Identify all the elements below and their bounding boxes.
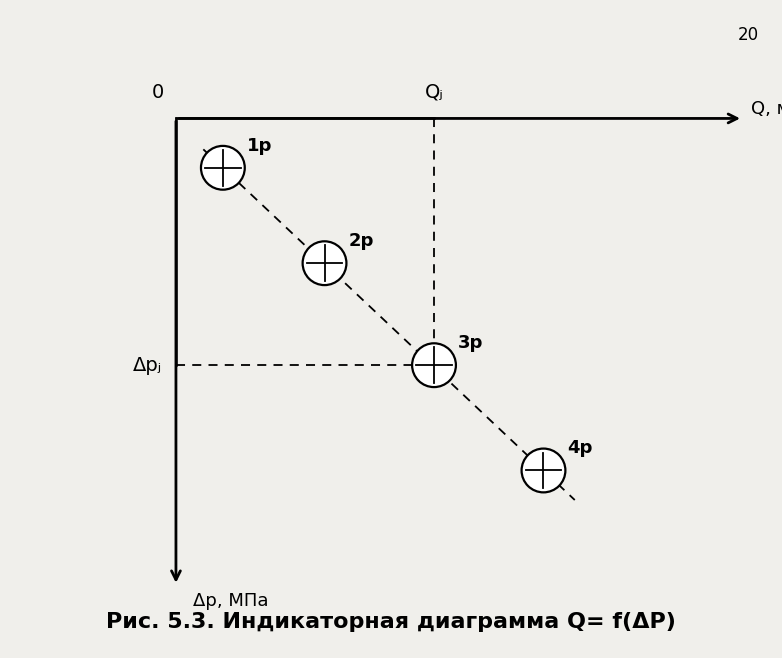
Ellipse shape — [201, 146, 245, 190]
Text: Δр, МПа: Δр, МПа — [193, 592, 269, 610]
Text: Δpⱼ: Δpⱼ — [133, 356, 162, 374]
Text: 0: 0 — [152, 83, 164, 102]
Text: Q, м³/с: Q, м³/с — [751, 99, 782, 118]
Ellipse shape — [303, 241, 346, 285]
Text: 2р: 2р — [349, 232, 374, 250]
Ellipse shape — [522, 449, 565, 492]
Text: 20: 20 — [737, 26, 759, 44]
Text: Qⱼ: Qⱼ — [425, 83, 443, 102]
Text: Рис. 5.3. Индикаторная диаграмма Q= f(ΔP): Рис. 5.3. Индикаторная диаграмма Q= f(ΔP… — [106, 612, 676, 632]
Text: 4р: 4р — [568, 440, 593, 457]
Ellipse shape — [412, 343, 456, 387]
Text: 3р: 3р — [458, 334, 483, 352]
Text: 1р: 1р — [247, 137, 272, 155]
